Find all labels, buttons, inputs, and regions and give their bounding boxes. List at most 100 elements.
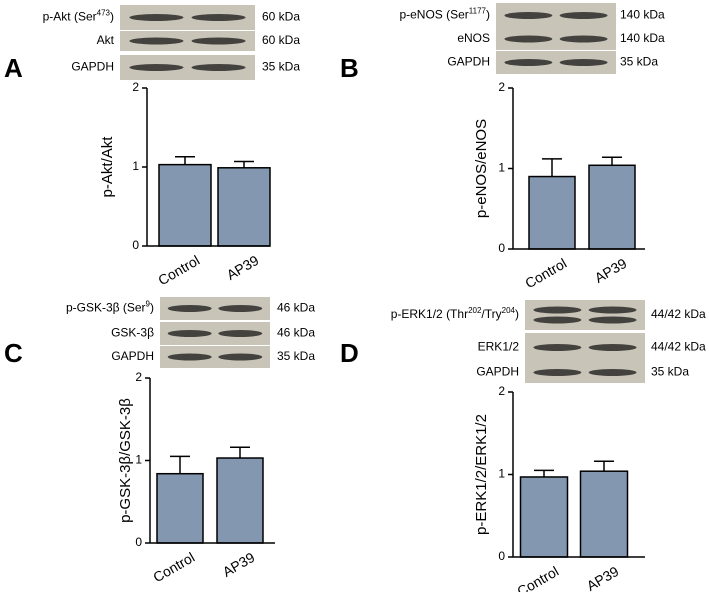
label-part: ) [515, 307, 519, 321]
x-tick-label: Control [514, 563, 561, 592]
blot-image [160, 346, 270, 368]
superscript: 202 [468, 306, 482, 315]
label-part: ) [110, 10, 114, 24]
x-tick-label: Control [155, 252, 202, 288]
blot-label: GSK-3β [111, 326, 154, 340]
y-axis-label: p-ERK1/2/ERK1/2 [473, 414, 490, 535]
blot-band [559, 59, 608, 66]
blot-image [496, 28, 616, 50]
label-part: GAPDH [71, 60, 114, 74]
blot-size: 60 kDa [262, 33, 300, 47]
blot-label: p-Akt (Ser473) [43, 8, 114, 24]
superscript: 9 [146, 299, 151, 308]
superscript: 1177 [469, 6, 487, 15]
label-part: p-ERK1/2 (Thr [391, 307, 468, 321]
blot-image [525, 362, 645, 383]
blot-size: 140 kDa [620, 8, 665, 22]
blot-image [160, 297, 270, 320]
blot-size: 60 kDa [262, 10, 300, 24]
blot-band [533, 316, 582, 324]
bar [579, 470, 629, 558]
blot-band [167, 305, 212, 312]
blot-band [167, 353, 212, 361]
blot-band [559, 12, 608, 19]
y-tick-label: 1 [132, 159, 139, 173]
blot-label: GAPDH [71, 60, 114, 74]
label-part: GSK-3β [111, 326, 154, 340]
blot-size: 44/42 kDa [651, 340, 706, 354]
blot-band [504, 12, 553, 19]
panel-letter: C [4, 338, 23, 368]
blot-size: 35 kDa [277, 349, 315, 363]
y-tick-label: 2 [498, 384, 505, 398]
blot-label: GAPDH [447, 55, 490, 69]
blot-band [129, 37, 184, 45]
error-bar [534, 469, 554, 477]
x-tick-label: AP39 [224, 252, 262, 283]
panel-letter: D [340, 338, 359, 368]
blot-size: 46 kDa [277, 326, 315, 340]
blot-label: GAPDH [111, 349, 154, 363]
y-tick-label: 2 [498, 80, 505, 94]
label-part: p-Akt (Ser [43, 10, 97, 24]
blot-band [504, 59, 553, 66]
blot-band [588, 316, 637, 324]
y-tick-label: 1 [498, 161, 505, 175]
error-bar [542, 158, 562, 177]
blot-band [218, 330, 263, 337]
label-part: ERK1/2 [478, 340, 520, 354]
y-tick-label: 2 [135, 370, 142, 384]
y-axis-label: p-Akt/Akt [99, 136, 116, 198]
y-tick-label: 1 [135, 453, 142, 467]
panel-letter: A [4, 53, 23, 83]
y-tick-label: 0 [498, 549, 505, 563]
blot-label: Akt [97, 33, 115, 47]
blot-band [588, 344, 637, 351]
y-axis-label: p-GSK-3β/GSK-3β [117, 398, 134, 523]
error-bar [602, 156, 622, 166]
label-part: /Try [481, 307, 501, 321]
error-bar [230, 446, 250, 459]
blot-image [160, 322, 270, 345]
y-axis-label: p-eNOS/eNOS [473, 119, 490, 218]
bar [519, 476, 569, 558]
blot-band [218, 305, 263, 312]
bar [217, 167, 271, 247]
blot-image [496, 51, 616, 74]
blot-band [191, 37, 246, 45]
x-tick-label: AP39 [584, 563, 622, 592]
blot-band [129, 64, 184, 71]
superscript: 473 [97, 8, 111, 17]
error-bar [234, 160, 254, 168]
blot-band [129, 14, 184, 21]
error-bar [175, 155, 195, 165]
bar [158, 163, 212, 247]
label-part: p-eNOS (Ser [399, 8, 468, 22]
blot-label: p-ERK1/2 (Thr202/Try204) [391, 306, 519, 322]
blot-size: 35 kDa [620, 55, 658, 69]
blot-image [525, 300, 645, 330]
blot-label: eNOS [457, 31, 490, 45]
error-bar [594, 460, 614, 472]
blot-band [504, 35, 553, 43]
label-part: ) [486, 8, 490, 22]
blot-size: 44/42 kDa [651, 307, 706, 321]
blot-label: p-GSK-3β (Ser9) [66, 299, 154, 315]
error-bar [170, 455, 190, 474]
label-part: p-GSK-3β (Ser [66, 301, 146, 315]
blot-image [120, 31, 255, 51]
bar [156, 472, 204, 544]
label-part: eNOS [457, 31, 490, 45]
blot-label: GAPDH [476, 365, 519, 379]
label-part: ) [150, 301, 154, 315]
bar [528, 175, 576, 250]
x-tick-label: AP39 [220, 549, 258, 580]
blot-size: 46 kDa [277, 301, 315, 315]
blot-label: p-eNOS (Ser1177) [399, 6, 490, 22]
label-part: GAPDH [476, 365, 519, 379]
label-part: GAPDH [447, 55, 490, 69]
blot-size: 35 kDa [262, 60, 300, 74]
blot-band [191, 14, 246, 21]
